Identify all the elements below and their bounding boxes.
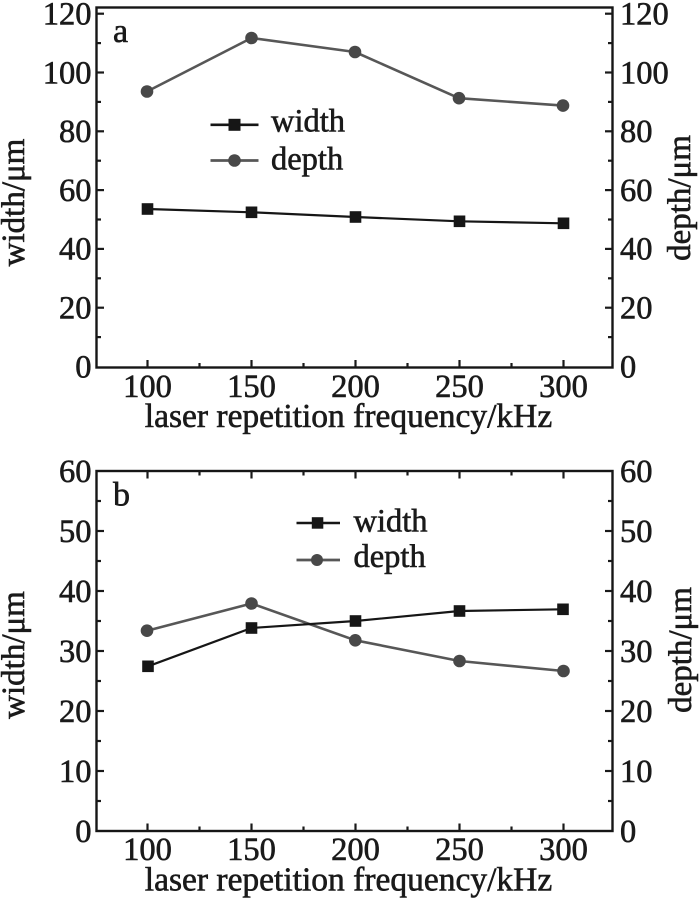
svg-text:80: 80 — [620, 114, 653, 150]
svg-text:50: 50 — [620, 514, 653, 550]
svg-text:60: 60 — [620, 454, 653, 490]
svg-text:40: 40 — [620, 232, 653, 268]
svg-text:50: 50 — [59, 514, 92, 550]
svg-text:laser repetition frequency/kHz: laser repetition frequency/kHz — [145, 398, 552, 435]
svg-text:100: 100 — [43, 55, 92, 91]
svg-text:300: 300 — [539, 369, 588, 405]
svg-text:200: 200 — [331, 369, 380, 405]
svg-text:300: 300 — [539, 832, 588, 868]
svg-text:0: 0 — [75, 349, 91, 385]
svg-text:60: 60 — [59, 454, 92, 490]
svg-text:60: 60 — [59, 173, 92, 209]
svg-text:120: 120 — [620, 0, 669, 33]
svg-text:150: 150 — [227, 832, 276, 868]
svg-text:depth/μm: depth/μm — [663, 587, 699, 713]
svg-text:20: 20 — [59, 291, 92, 327]
svg-text:120: 120 — [43, 0, 92, 33]
svg-text:100: 100 — [123, 832, 172, 868]
svg-text:200: 200 — [331, 832, 380, 868]
svg-text:40: 40 — [620, 574, 653, 610]
svg-text:width: width — [271, 104, 345, 140]
svg-text:0: 0 — [620, 814, 636, 850]
svg-text:80: 80 — [59, 114, 92, 150]
svg-text:width/μm: width/μm — [0, 138, 32, 266]
svg-text:20: 20 — [620, 694, 653, 730]
svg-text:150: 150 — [227, 369, 276, 405]
svg-text:width/μm: width/μm — [0, 591, 32, 719]
svg-text:depth: depth — [354, 539, 426, 575]
svg-text:40: 40 — [59, 232, 92, 268]
svg-text:width: width — [354, 504, 428, 540]
svg-text:10: 10 — [620, 754, 653, 790]
svg-text:250: 250 — [435, 369, 484, 405]
svg-text:60: 60 — [620, 173, 653, 209]
svg-text:depth: depth — [271, 142, 343, 178]
svg-text:0: 0 — [620, 349, 636, 385]
svg-text:40: 40 — [59, 574, 92, 610]
svg-text:laser repetition frequency/kHz: laser repetition frequency/kHz — [145, 862, 552, 899]
svg-text:100: 100 — [123, 369, 172, 405]
svg-text:100: 100 — [620, 55, 669, 91]
svg-text:b: b — [113, 477, 130, 514]
svg-text:30: 30 — [59, 634, 92, 670]
svg-text:20: 20 — [59, 694, 92, 730]
svg-text:0: 0 — [75, 814, 91, 850]
svg-text:250: 250 — [435, 832, 484, 868]
svg-text:a: a — [113, 13, 128, 50]
svg-text:30: 30 — [620, 634, 653, 670]
svg-text:depth/μm: depth/μm — [662, 135, 698, 261]
svg-text:10: 10 — [59, 754, 92, 790]
svg-text:20: 20 — [620, 291, 653, 327]
